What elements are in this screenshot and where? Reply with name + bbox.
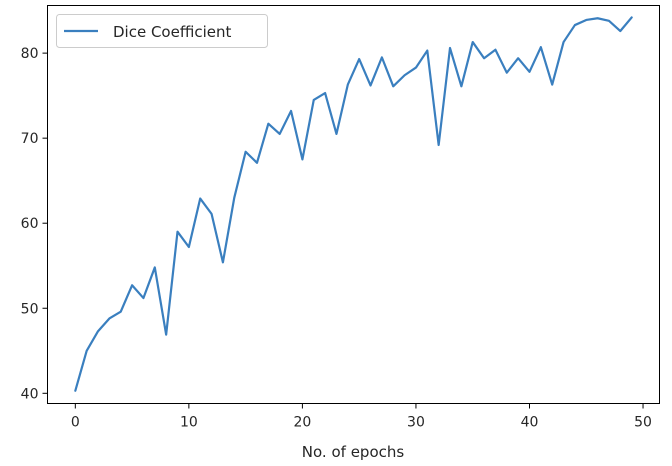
y-tick-label: 70 bbox=[21, 131, 39, 147]
y-tick-label: 80 bbox=[21, 46, 39, 62]
x-tick-label: 30 bbox=[407, 415, 425, 431]
x-tick-label: 40 bbox=[521, 415, 539, 431]
legend-entry-dice-coefficient: Dice Coefficient bbox=[113, 23, 231, 41]
y-tick-label: 60 bbox=[21, 216, 39, 232]
x-axis-label: No. of epochs bbox=[302, 443, 405, 461]
legend: Dice Coefficient bbox=[56, 14, 268, 48]
x-tick-label: 50 bbox=[634, 415, 652, 431]
x-tick-label: 10 bbox=[180, 415, 198, 431]
plot-frame bbox=[47, 5, 660, 404]
legend-box bbox=[56, 14, 268, 48]
x-axis-ticks: 0 10 20 30 40 50 bbox=[71, 403, 652, 431]
x-tick-label: 20 bbox=[293, 415, 311, 431]
series-layer bbox=[74, 16, 633, 392]
y-tick-label: 50 bbox=[21, 301, 39, 317]
plot-background bbox=[47, 5, 660, 404]
y-tick-label: 40 bbox=[21, 386, 39, 402]
y-axis-ticks: 40 50 60 70 80 bbox=[21, 46, 48, 402]
x-tick-label: 0 bbox=[71, 415, 80, 431]
series-line-1 bbox=[74, 16, 633, 392]
